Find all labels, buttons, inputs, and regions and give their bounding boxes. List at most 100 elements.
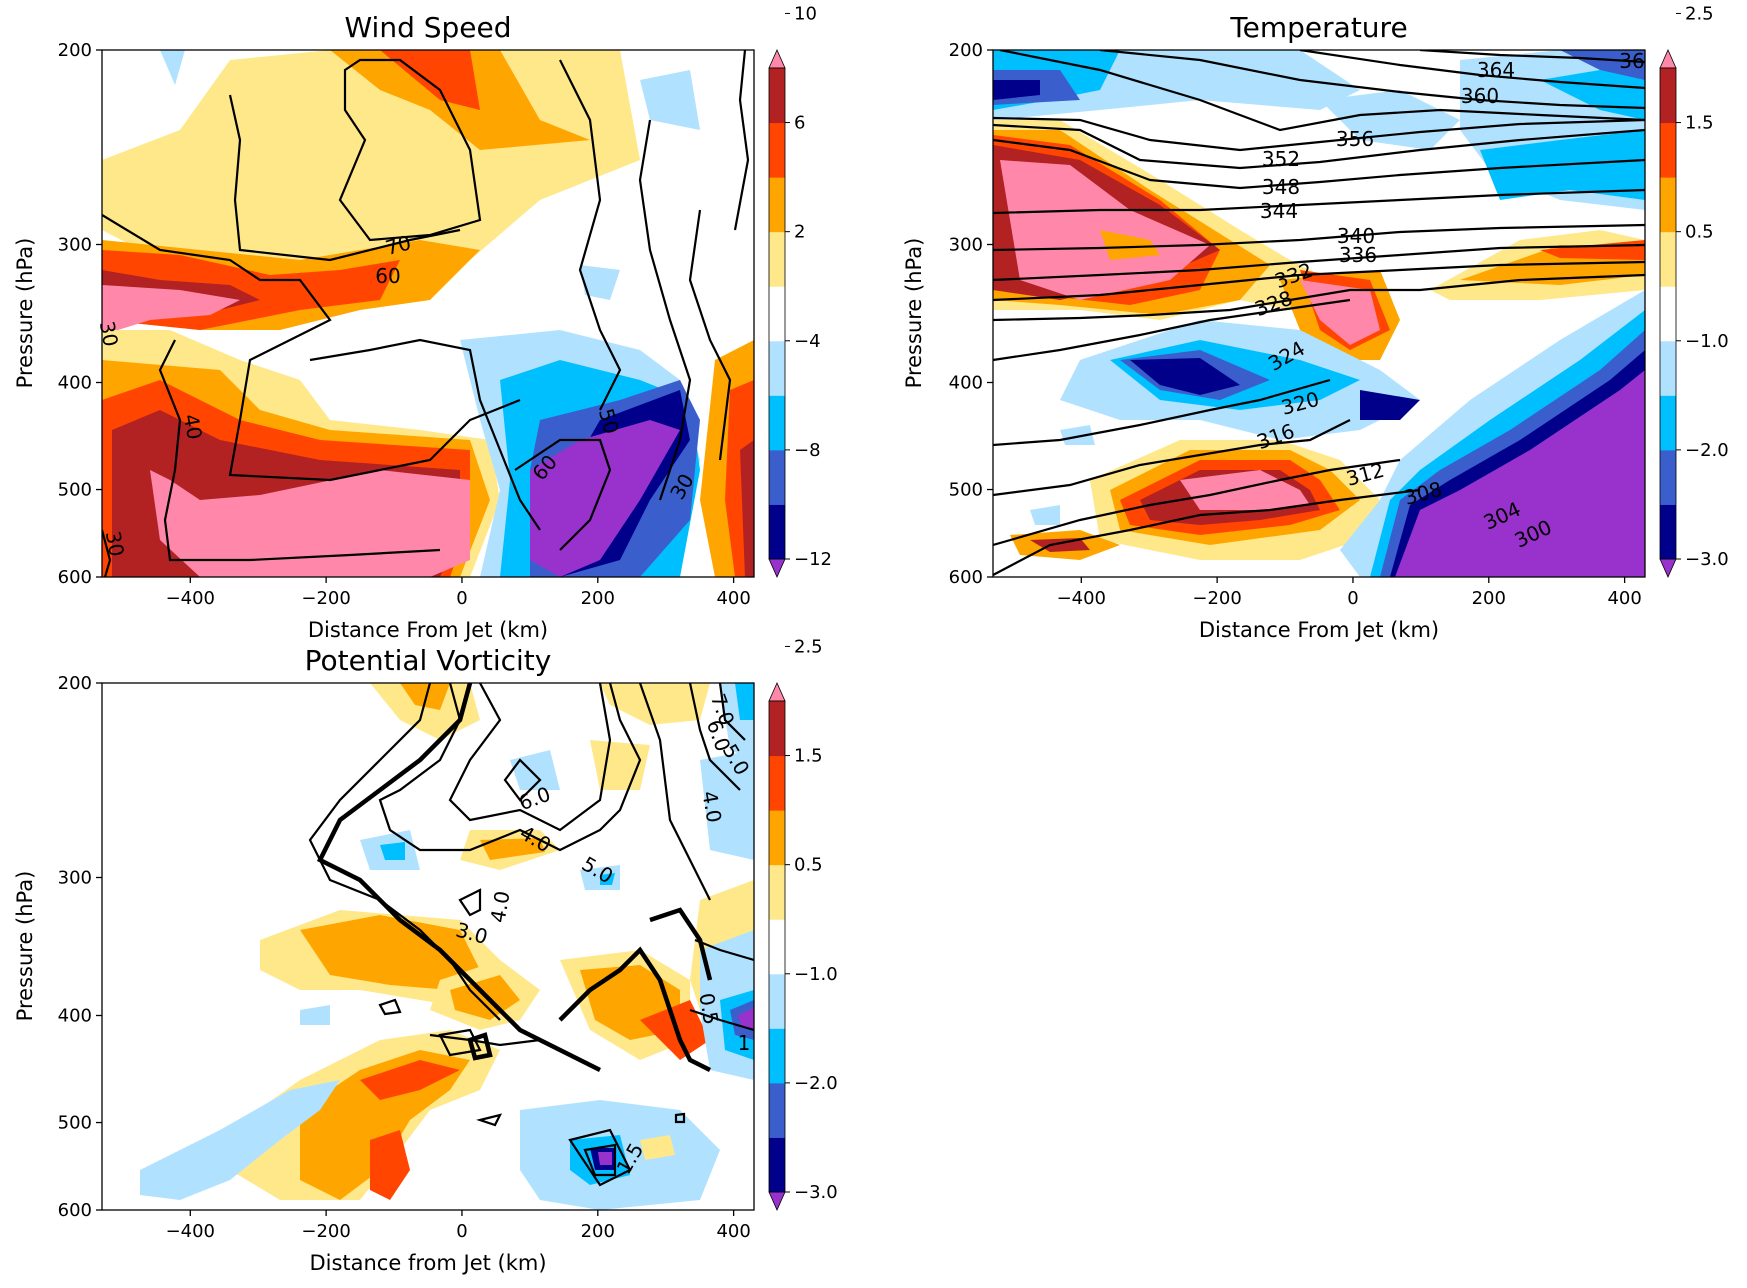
pv-panel: Potential Vorticity <box>13 636 838 1275</box>
contour-label: 336 <box>1339 243 1377 267</box>
wind-speed-xlabel: Distance From Jet (km) <box>308 618 548 642</box>
x-tick-label: −400 <box>1057 588 1106 609</box>
colorbar-extend-max <box>768 49 786 69</box>
colorbar-swatch <box>1660 286 1676 342</box>
contour-label: 4.0 <box>486 889 515 924</box>
colorbar-swatch <box>1660 177 1676 233</box>
contour-label: 364 <box>1477 58 1515 82</box>
colorbar-tick-label: 1.5 <box>1685 113 1714 134</box>
y-tick-label: 200 <box>949 40 983 61</box>
colorbar-frame <box>768 700 786 1193</box>
contour-label: 40 <box>179 412 207 441</box>
colorbar-tick-label: −3.0 <box>1685 549 1729 570</box>
pv-y-axis: 200 300 400 500 600 <box>58 673 102 1221</box>
contour-label: 0.5 <box>694 991 723 1026</box>
temperature-colorbar: −3.0 −2.0 −1.0 0.5 1.5 2.5 <box>1659 3 1729 578</box>
colorbar-tick-label: −3.0 <box>794 1182 838 1203</box>
colorbar-frame <box>1659 67 1677 560</box>
colorbar-swatch <box>769 395 785 451</box>
wind-speed-colorbar: −12 −8 −4 2 6 10 <box>768 3 832 578</box>
colorbar-swatch <box>769 504 785 560</box>
contour-label: 348 <box>1262 175 1300 199</box>
y-tick-label: 500 <box>58 1113 92 1134</box>
colorbar-swatch <box>769 755 785 811</box>
colorbar-swatch <box>769 701 785 757</box>
colorbar-swatch <box>1660 449 1676 505</box>
contour-label: 30 <box>101 529 129 558</box>
colorbar-swatch <box>769 286 785 342</box>
y-tick-label: 400 <box>58 372 92 393</box>
pv-title: Potential Vorticity <box>305 644 552 677</box>
y-tick-label: 300 <box>58 235 92 256</box>
colorbar-swatch <box>769 68 785 124</box>
colorbar-swatch <box>769 1137 785 1193</box>
x-tick-label: −200 <box>301 1221 350 1242</box>
contour-label: 1 <box>738 1031 751 1055</box>
colorbar-swatch <box>769 810 785 866</box>
temperature-x-axis: −400 −200 0 200 400 <box>1057 577 1642 609</box>
colorbar-tick-label: 2 <box>794 222 805 243</box>
colorbar-swatch <box>1660 395 1676 451</box>
y-tick-label: 300 <box>949 235 983 256</box>
x-tick-label: −400 <box>166 588 215 609</box>
colorbar-extend-min <box>768 1191 786 1211</box>
y-tick-label: 400 <box>949 372 983 393</box>
colorbar-tick-label: 2.5 <box>794 636 823 657</box>
contour-label: 360 <box>1461 84 1499 108</box>
colorbar-swatch <box>769 449 785 505</box>
wind-speed-ylabel: Pressure (hPa) <box>13 238 37 389</box>
contour-label: 36 <box>1619 49 1644 73</box>
colorbar-swatch <box>769 231 785 287</box>
contour-label: 30 <box>95 319 123 348</box>
contour-label: 340 <box>1337 224 1375 248</box>
pv-ylabel: Pressure (hPa) <box>13 871 37 1022</box>
colorbar-swatch <box>769 973 785 1029</box>
y-tick-label: 600 <box>58 1200 92 1221</box>
y-tick-label: 400 <box>58 1006 92 1027</box>
y-tick-label: 300 <box>58 868 92 889</box>
temperature-panel: Temperature <box>902 3 1729 642</box>
x-tick-label: −200 <box>301 588 350 609</box>
y-tick-label: 600 <box>58 567 92 588</box>
contour-label: 4.0 <box>697 789 726 824</box>
wind-speed-panel: Wind Speed <box>13 3 832 642</box>
wind-speed-x-axis: −400 −200 0 200 400 <box>166 577 751 609</box>
colorbar-extend-max <box>768 682 786 702</box>
colorbar-swatch <box>1660 231 1676 287</box>
temperature-y-axis: 200 300 400 500 600 <box>949 40 993 588</box>
y-tick-label: 600 <box>949 567 983 588</box>
x-tick-label: 400 <box>1607 588 1641 609</box>
colorbar-swatch <box>769 1028 785 1084</box>
colorbar-swatch <box>769 177 785 233</box>
colorbar-swatch <box>1660 340 1676 396</box>
y-tick-label: 500 <box>58 480 92 501</box>
colorbar-tick-label: −12 <box>794 549 832 570</box>
colorbar-tick-label: −8 <box>794 440 821 461</box>
x-tick-label: 400 <box>716 1221 750 1242</box>
x-tick-label: 0 <box>456 588 467 609</box>
colorbar-tick-label: −2.0 <box>794 1073 838 1094</box>
contour-label: 60 <box>375 264 400 288</box>
contour-label: 356 <box>1336 127 1374 151</box>
colorbar-swatch <box>1660 68 1676 124</box>
colorbar-swatch <box>1660 122 1676 178</box>
y-tick-label: 200 <box>58 40 92 61</box>
colorbar-swatch <box>769 340 785 396</box>
colorbar-tick-label: 0.5 <box>794 855 823 876</box>
pv-xlabel: Distance from Jet (km) <box>309 1251 546 1275</box>
wind-speed-y-axis: 200 300 400 500 600 <box>58 40 102 588</box>
pv-x-axis: −400 −200 0 200 400 <box>166 1210 751 1242</box>
colorbar-tick-label: 1.5 <box>794 746 823 767</box>
colorbar-tick-label: 6 <box>794 113 805 134</box>
colorbar-tick-label: −1.0 <box>794 964 838 985</box>
pv-fill <box>102 683 754 1210</box>
colorbar-tick-label: 2.5 <box>1685 3 1714 24</box>
colorbar-tick-label: 10 <box>794 3 817 24</box>
colorbar-swatch <box>769 919 785 975</box>
colorbar-tick-label: −1.0 <box>1685 331 1729 352</box>
colorbar-extend-min <box>768 558 786 578</box>
colorbar-tick-label: −4 <box>794 331 821 352</box>
colorbar-swatch <box>769 1082 785 1138</box>
colorbar-tick-label: −2.0 <box>1685 440 1729 461</box>
